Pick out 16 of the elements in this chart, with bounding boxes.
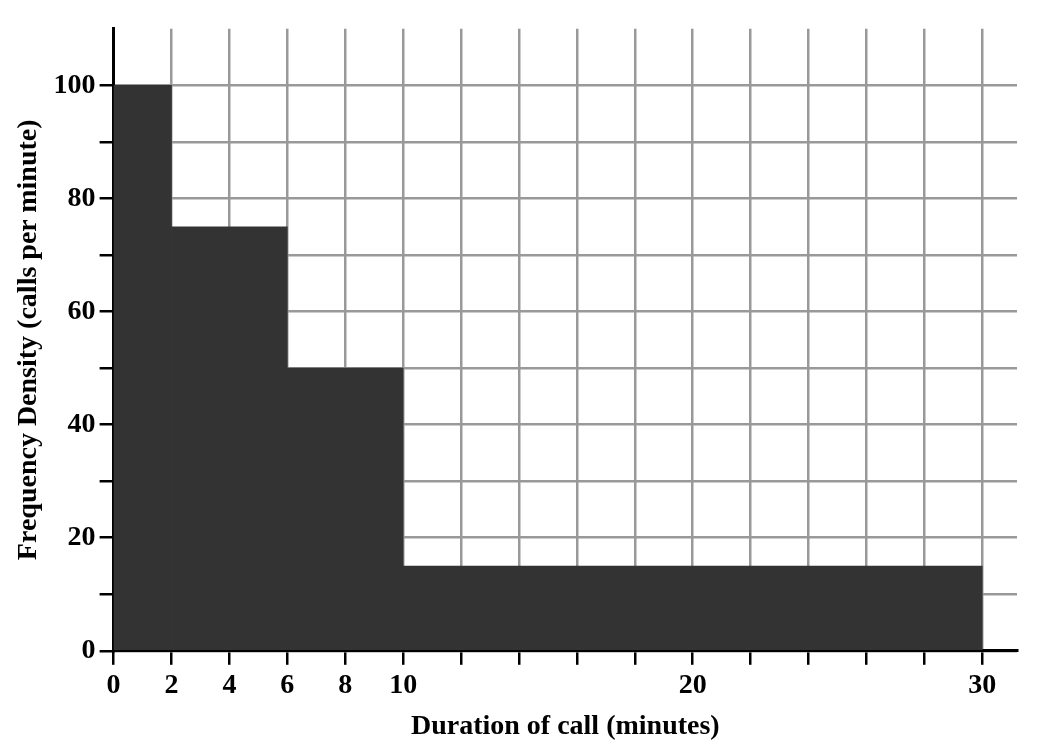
- x-tick-label: 0: [106, 667, 121, 699]
- y-tick-label: 20: [67, 519, 96, 551]
- y-axis-title: Frequency Density (calls per minute): [11, 119, 43, 561]
- x-tick-label: 10: [389, 667, 418, 699]
- x-axis-title: Duration of call (minutes): [410, 709, 720, 741]
- x-tick-label: 6: [280, 667, 295, 699]
- y-tick-label: 80: [67, 180, 96, 212]
- x-tick-label: 4: [222, 667, 237, 699]
- x-tick-label: 20: [678, 667, 707, 699]
- x-tick-label: 2: [164, 667, 179, 699]
- x-tick-label: 8: [338, 667, 353, 699]
- y-tick-label: 100: [53, 67, 96, 99]
- x-tick-label: 30: [968, 667, 997, 699]
- y-tick-label: 0: [81, 633, 96, 665]
- y-tick-label: 40: [67, 406, 96, 438]
- y-tick-label: 60: [67, 293, 96, 325]
